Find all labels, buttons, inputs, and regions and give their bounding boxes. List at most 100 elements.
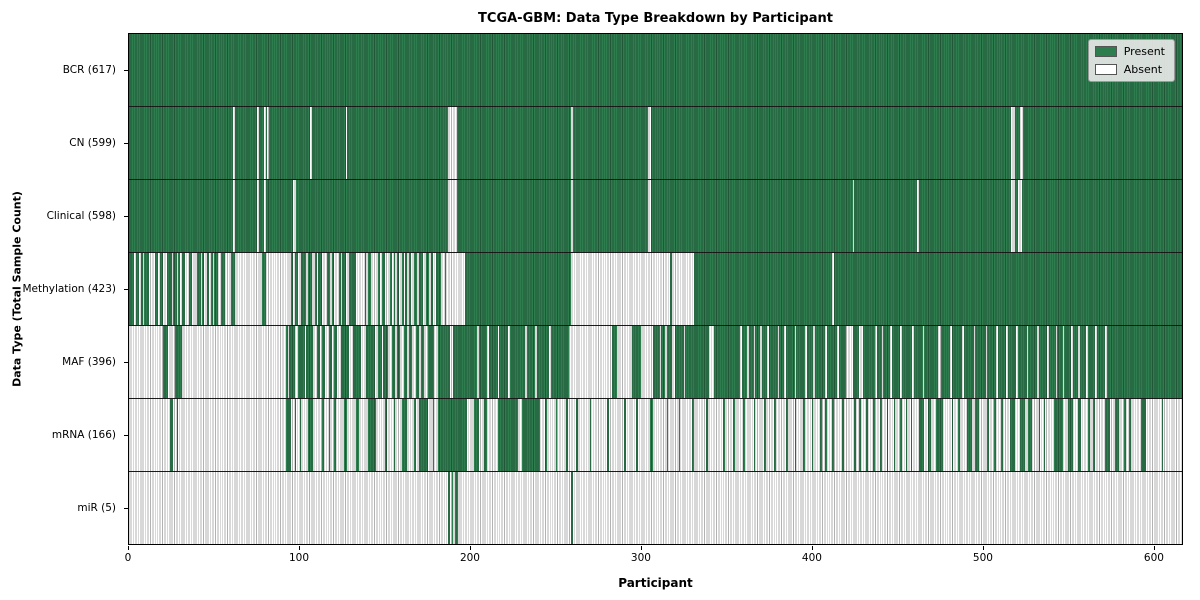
segment [825, 399, 827, 471]
segment [1105, 399, 1111, 471]
segment [381, 326, 384, 398]
row-miR [129, 472, 1182, 544]
segment [256, 180, 259, 252]
segment [355, 253, 365, 325]
segment [1093, 399, 1095, 471]
x-tick-label: 100 [288, 552, 310, 564]
segment [384, 253, 391, 325]
segment [1009, 399, 1015, 471]
segment [1006, 326, 1008, 398]
segment [139, 253, 141, 325]
segment [402, 399, 408, 471]
x-tick-label: 300 [630, 552, 651, 564]
segment [671, 326, 676, 398]
segment [209, 253, 211, 325]
segment [548, 326, 551, 398]
segment [344, 399, 348, 471]
x-tick [640, 546, 642, 550]
segment [395, 326, 397, 398]
segment [683, 326, 686, 398]
segment [825, 326, 827, 398]
present-swatch [1094, 46, 1117, 57]
y-tick [124, 362, 128, 364]
segment [384, 399, 387, 471]
segment [649, 399, 653, 471]
x-tick [469, 546, 471, 550]
segment [134, 253, 136, 325]
segment [1094, 326, 1097, 398]
segment [859, 326, 863, 398]
segment [1026, 326, 1029, 398]
segment [374, 326, 379, 398]
segment [803, 399, 805, 471]
segment [1141, 399, 1147, 471]
row-label-mRNA: mRNA (166) [51, 429, 116, 442]
segment [927, 399, 932, 471]
segment [794, 326, 797, 398]
row-BCR [129, 34, 1182, 107]
segment [212, 253, 215, 325]
segment [958, 399, 961, 471]
segment [1115, 399, 1119, 471]
segment [330, 253, 333, 325]
segment [1088, 399, 1090, 471]
row-label-Methylation: Methylation (423) [22, 283, 116, 295]
segment [169, 399, 174, 471]
x-tick [1153, 546, 1155, 550]
segment [412, 326, 416, 398]
segment [1016, 326, 1019, 398]
segment [256, 107, 259, 179]
segment [233, 107, 235, 179]
segment [142, 253, 145, 325]
segment [837, 326, 839, 398]
segment [325, 326, 329, 398]
segment [647, 180, 652, 252]
segment [640, 326, 653, 398]
segment [555, 399, 558, 471]
segment [361, 326, 367, 398]
segment [286, 399, 292, 471]
segment [760, 326, 763, 398]
segment [432, 399, 435, 471]
segment [985, 326, 988, 398]
segment [407, 326, 409, 398]
segment [804, 326, 807, 398]
segment [874, 326, 877, 398]
segment [692, 399, 694, 471]
segment [1123, 399, 1126, 471]
segment [371, 253, 379, 325]
segment [774, 399, 776, 471]
segment [333, 399, 336, 471]
segment [859, 399, 862, 471]
segment [448, 107, 457, 179]
row-label-MAF: MAF (396) [62, 356, 116, 369]
segment [746, 326, 749, 398]
segment [811, 399, 814, 471]
segment [448, 180, 457, 252]
segment [1011, 107, 1015, 179]
segment [180, 253, 182, 325]
segment [349, 326, 353, 398]
segment [297, 253, 302, 325]
segment [451, 472, 454, 544]
segment [571, 472, 573, 544]
segment [995, 326, 998, 398]
segment [565, 399, 568, 471]
segment [784, 326, 787, 398]
segment [794, 399, 797, 471]
segment [432, 253, 437, 325]
segment [176, 399, 179, 471]
segment [333, 253, 339, 325]
x-tick-label: 200 [459, 552, 480, 564]
segment [571, 253, 670, 325]
segment [709, 326, 715, 398]
segment [1028, 399, 1032, 471]
segment [1001, 399, 1003, 471]
segment [477, 326, 479, 398]
segment [163, 253, 167, 325]
segment [1019, 399, 1025, 471]
segment [961, 326, 964, 398]
segment [217, 253, 222, 325]
chart-title: TCGA-GBM: Data Type Breakdown by Partici… [478, 11, 833, 26]
